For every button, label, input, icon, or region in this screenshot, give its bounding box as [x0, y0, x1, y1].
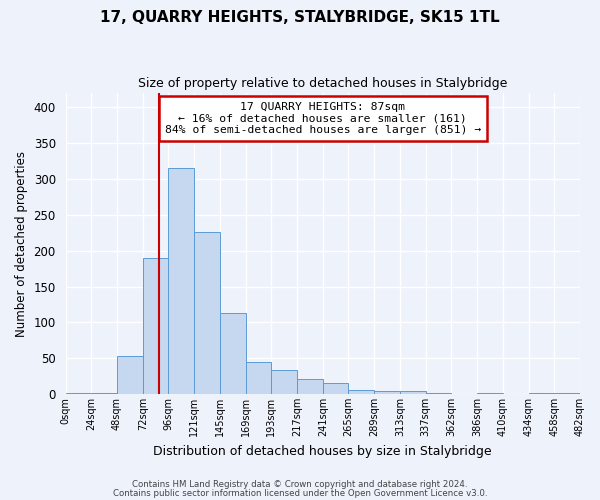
Text: 17 QUARRY HEIGHTS: 87sqm
← 16% of detached houses are smaller (161)
84% of semi-: 17 QUARRY HEIGHTS: 87sqm ← 16% of detach…	[164, 102, 481, 136]
Title: Size of property relative to detached houses in Stalybridge: Size of property relative to detached ho…	[138, 78, 508, 90]
Text: 17, QUARRY HEIGHTS, STALYBRIDGE, SK15 1TL: 17, QUARRY HEIGHTS, STALYBRIDGE, SK15 1T…	[100, 10, 500, 25]
Bar	[245, 362, 271, 394]
Bar	[117, 356, 143, 394]
Bar	[400, 391, 425, 394]
Text: Contains HM Land Registry data © Crown copyright and database right 2024.: Contains HM Land Registry data © Crown c…	[132, 480, 468, 489]
Y-axis label: Number of detached properties: Number of detached properties	[15, 150, 28, 336]
Bar	[220, 313, 245, 394]
Bar	[271, 370, 297, 394]
X-axis label: Distribution of detached houses by size in Stalybridge: Distribution of detached houses by size …	[154, 444, 492, 458]
Bar	[143, 258, 169, 394]
Text: Contains public sector information licensed under the Open Government Licence v3: Contains public sector information licen…	[113, 488, 487, 498]
Bar	[194, 232, 220, 394]
Bar	[323, 384, 349, 394]
Bar	[169, 168, 194, 394]
Bar	[297, 379, 323, 394]
Bar	[349, 390, 374, 394]
Bar	[529, 392, 554, 394]
Bar	[91, 392, 117, 394]
Bar	[374, 391, 400, 394]
